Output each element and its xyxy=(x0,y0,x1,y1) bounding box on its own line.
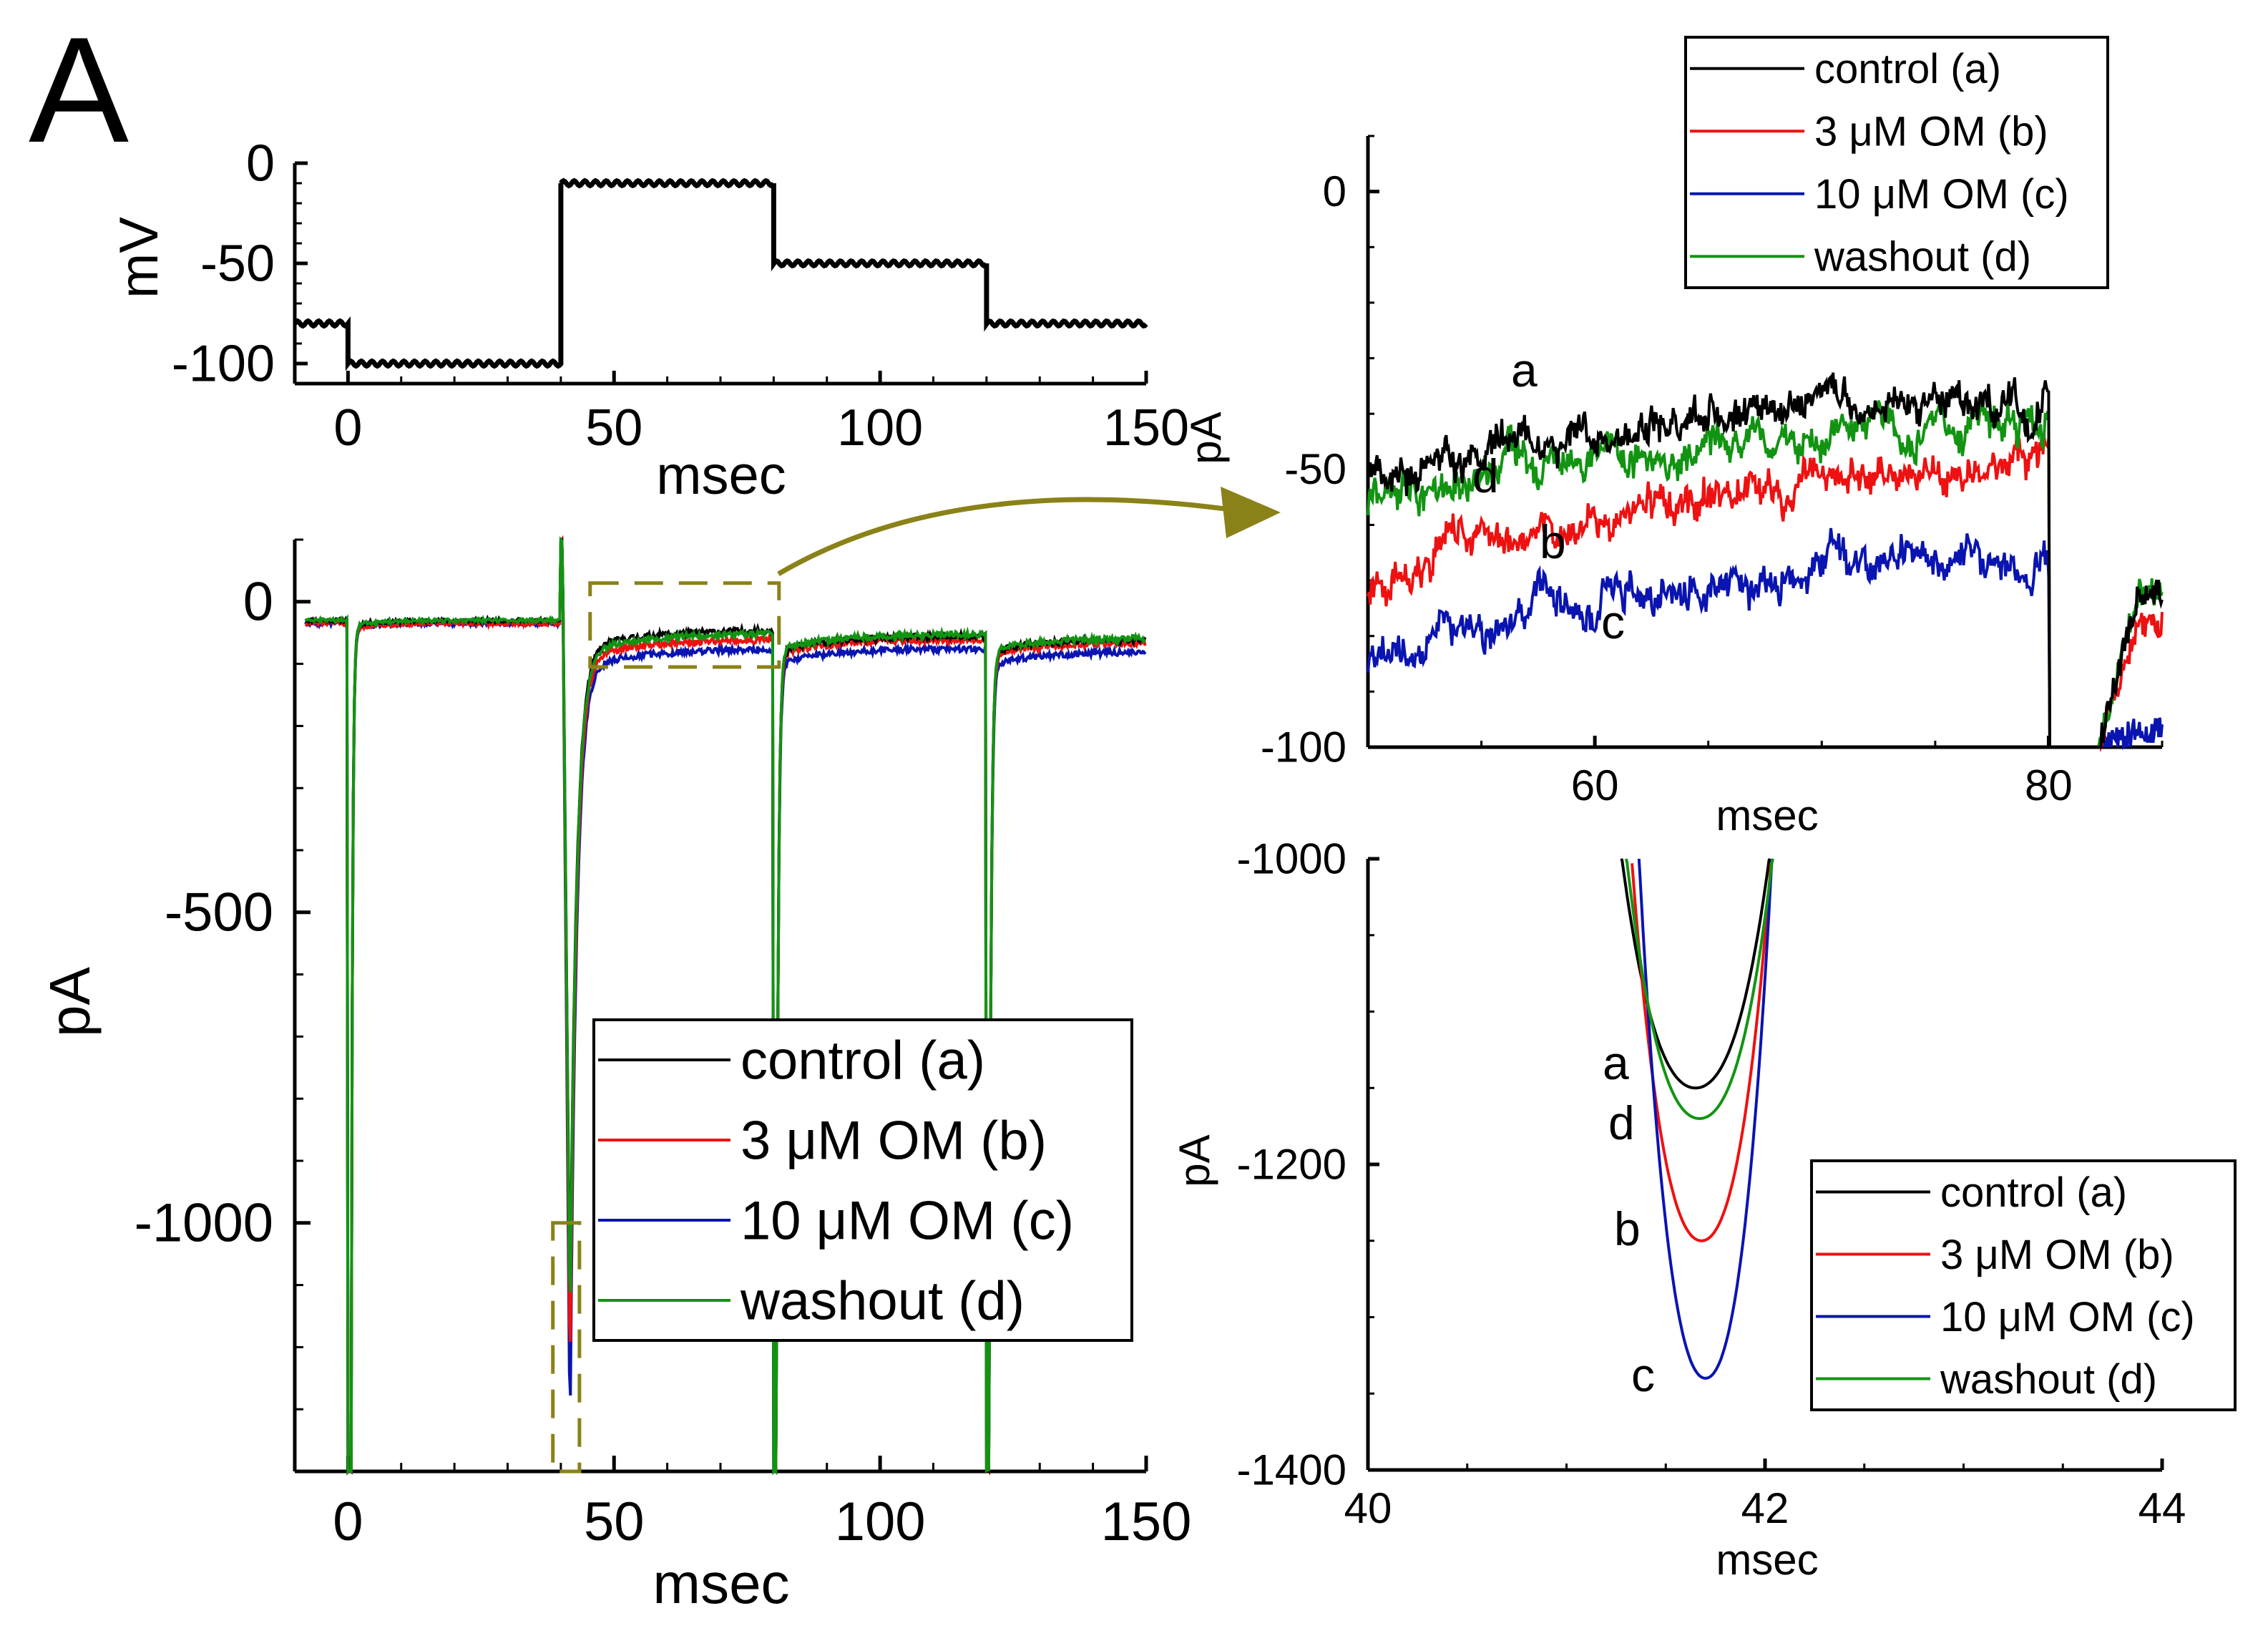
x-axis-title: msec xyxy=(1716,1536,1818,1584)
y-tick-label: -100 xyxy=(172,335,275,392)
trace-label-d: d xyxy=(1608,1096,1635,1149)
x-tick-label: 80 xyxy=(2025,761,2073,809)
y-tick-label: 0 xyxy=(1323,167,1346,215)
current-trace-washout xyxy=(304,536,1147,1476)
y-tick-label: -100 xyxy=(1261,723,1346,771)
trace-label-c: c xyxy=(1601,595,1625,648)
trace-label-a: a xyxy=(1511,344,1538,396)
voltage-trace xyxy=(293,177,1148,371)
legend-entry: 3 μM OM (b) xyxy=(1814,109,2048,155)
legend-entry: control (a) xyxy=(740,1031,985,1091)
x-axis-title: msec xyxy=(1716,792,1818,839)
legend-entry: washout (d) xyxy=(1940,1356,2157,1403)
legend-box xyxy=(1684,36,2109,289)
y-axis-title: pA xyxy=(1182,412,1230,464)
zoom-arrow-line xyxy=(777,497,1231,577)
x-tick-label: 44 xyxy=(2139,1484,2186,1532)
x-tick-label: 50 xyxy=(584,1491,645,1552)
current-traces-chart: 0 50 100 150 0 -500 -1000 msec pA control (a) 3 μM… xyxy=(38,535,1192,1615)
x-axis-title: msec xyxy=(652,1552,789,1615)
y-tick-label: -500 xyxy=(165,882,273,943)
panel-label: A xyxy=(29,6,129,174)
trace-label-b: b xyxy=(1540,515,1566,568)
steady-zoom-box xyxy=(588,581,781,669)
legend-entry: washout (d) xyxy=(740,1271,1025,1332)
y-axis-title: mV xyxy=(109,217,170,298)
y-tick-label: -1000 xyxy=(1237,834,1346,882)
x-tick-label: 50 xyxy=(585,399,642,457)
legend-entry: 3 μM OM (b) xyxy=(740,1111,1047,1172)
steady-trace-control xyxy=(1367,372,2164,749)
peak-zoom-box xyxy=(551,1221,582,1474)
y-axis-title: pA xyxy=(1170,1134,1218,1187)
trace-label-c: c xyxy=(1631,1348,1655,1401)
legend-entry: control (a) xyxy=(1814,46,2001,92)
voltage-protocol-chart: 0 50 100 150 0 -50 -100 msec mV xyxy=(109,135,1189,506)
peak-trace-washout xyxy=(1624,858,1775,1121)
y-tick-label: -50 xyxy=(200,235,275,292)
x-tick-label: 40 xyxy=(1344,1484,1392,1532)
legend-entry: washout (d) xyxy=(1814,234,2031,281)
peak-trace-om10 xyxy=(1637,858,1774,1380)
x-tick-label: 100 xyxy=(835,1491,926,1552)
x-tick-label: 0 xyxy=(333,1491,363,1552)
y-tick-label: -50 xyxy=(1284,445,1346,493)
steady-trace-om10 xyxy=(1367,527,2164,750)
zoom-annotations xyxy=(777,487,1281,577)
trace-label-a: a xyxy=(1603,1036,1629,1089)
x-tick-label: 60 xyxy=(1571,761,1619,809)
trace-label-d: d xyxy=(1472,449,1499,502)
peak-inset-chart: 40 42 44 -1000 -1200 -1400 msec pA adb c control (… xyxy=(1170,834,2237,1584)
legend-entry: control (a) xyxy=(1940,1169,2127,1216)
y-tick-label: -1400 xyxy=(1237,1446,1346,1494)
y-tick-label: 0 xyxy=(243,572,273,633)
x-axis-title: msec xyxy=(656,445,786,506)
x-tick-label: 42 xyxy=(1741,1484,1789,1532)
x-tick-label: 150 xyxy=(1101,1491,1192,1552)
x-tick-label: 0 xyxy=(333,399,362,457)
legend-entry: 10 μM OM (c) xyxy=(1940,1294,2195,1340)
y-axis-title: pA xyxy=(38,966,102,1036)
y-tick-label: 0 xyxy=(246,135,275,192)
zoom-arrow-head xyxy=(1221,487,1281,538)
legend-box xyxy=(1810,1159,2237,1411)
legend-entry: 10 μM OM (c) xyxy=(740,1191,1074,1252)
steady-state-inset-chart: 60 80 0 -50 -100 msec pA a dbc control (a) 3 μM OM… xyxy=(1182,36,2164,839)
x-tick-label: 150 xyxy=(1103,399,1189,457)
y-tick-label: -1000 xyxy=(135,1193,273,1254)
y-tick-label: -1200 xyxy=(1237,1140,1346,1188)
steady-trace-washout xyxy=(1367,400,2164,749)
legend-box xyxy=(592,1018,1133,1342)
x-tick-label: 100 xyxy=(837,399,923,457)
legend-entry: 3 μM OM (b) xyxy=(1940,1232,2174,1278)
trace-label-b: b xyxy=(1614,1202,1641,1255)
steady-trace-om3 xyxy=(1367,430,2164,753)
legend-entry: 10 μM OM (c) xyxy=(1814,171,2069,218)
